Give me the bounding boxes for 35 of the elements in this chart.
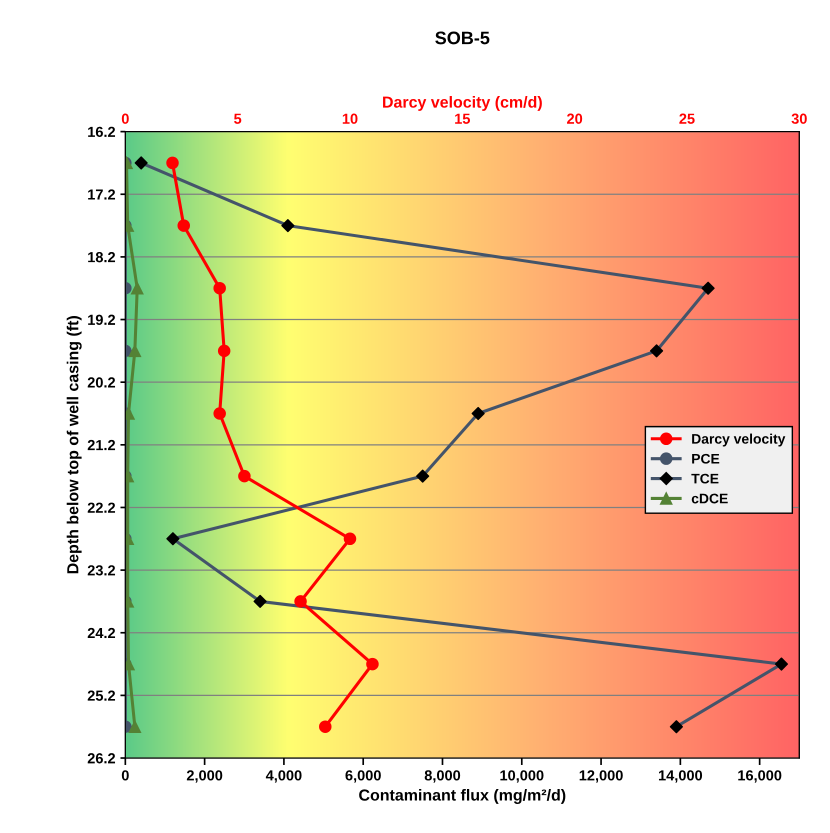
x-tick-label: 4,000: [266, 770, 302, 783]
x-tick-label: 12,000: [580, 770, 623, 783]
x-tick-label: 2,000: [186, 770, 222, 783]
x2-tick-label: 5: [234, 114, 242, 124]
y-tick-label: 20.2: [88, 377, 116, 388]
x-tick-label: 16,000: [738, 770, 782, 783]
x-tick-label: 8,000: [424, 770, 460, 783]
x-tick-label: 10,000: [500, 770, 544, 783]
x2-tick-label: 25: [679, 114, 695, 124]
x-tick-label: 14,000: [658, 770, 702, 783]
x2-tick-label: 30: [792, 114, 807, 124]
y-tick-label: 16.2: [88, 126, 116, 138]
y-tick-label: 26.2: [88, 753, 116, 764]
y-tick-label: 17.2: [88, 189, 116, 200]
x-tick-label: 0: [122, 770, 129, 781]
y-tick-label: 21.2: [88, 440, 116, 450]
legend-label: Darcy velocity: [692, 434, 786, 447]
x2-axis-title: Darcy velocity (cm/d): [383, 96, 542, 111]
y-tick-label: 18.2: [88, 252, 116, 262]
x-axis-title: Contaminant flux (mg/m²/d): [359, 788, 566, 804]
x2-tick-label: 10: [342, 114, 358, 124]
x-tick-label: 6,000: [345, 770, 381, 783]
y-tick-label: 19.2: [88, 314, 116, 325]
y-tick-label: 25.2: [88, 690, 116, 701]
legend-label: PCE: [692, 454, 720, 464]
y-axis-title: Depth below top of well casing (ft): [66, 316, 82, 574]
x2-tick-label: 15: [455, 114, 470, 124]
y-tick-label: 24.2: [88, 628, 116, 638]
x2-tick-label: 0: [122, 114, 129, 124]
legend-label: cDCE: [692, 494, 728, 504]
y-tick-label: 23.2: [88, 565, 116, 576]
chart-title: SOB-5: [435, 32, 490, 44]
x2-tick-label: 20: [567, 114, 582, 124]
legend-label: TCE: [691, 474, 718, 484]
y-tick-label: 22.2: [88, 502, 116, 513]
